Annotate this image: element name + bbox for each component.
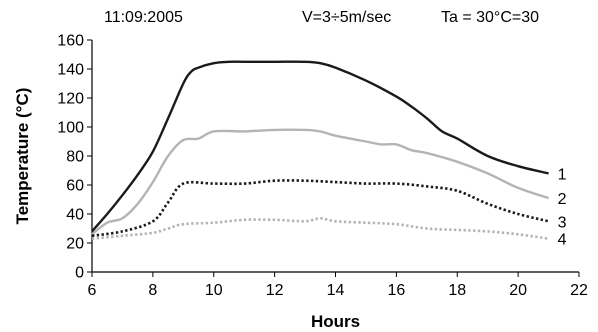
x-tick-label: 20 xyxy=(509,282,527,299)
y-tick-label: 140 xyxy=(57,62,84,79)
x-tick-label: 10 xyxy=(205,282,223,299)
series-label-1: 1 xyxy=(558,166,567,183)
y-tick-label: 60 xyxy=(66,178,84,195)
x-tick-label: 14 xyxy=(327,282,345,299)
y-tick-label: 80 xyxy=(66,149,84,166)
y-tick-label: 100 xyxy=(57,120,84,137)
y-tick-label: 160 xyxy=(57,33,84,50)
ambient-temperature-label: Ta = 30°C=30 xyxy=(441,9,540,26)
x-tick-label: 12 xyxy=(266,282,284,299)
series-label-3: 3 xyxy=(558,214,567,231)
x-tick-label: 16 xyxy=(387,282,405,299)
series-line-2 xyxy=(91,128,549,236)
wind-speed-label: V=3÷5m/sec xyxy=(302,9,392,26)
x-tick-label: 22 xyxy=(570,282,588,299)
series-label-2: 2 xyxy=(558,191,567,208)
x-tick-label: 18 xyxy=(448,282,466,299)
series-layer: 1 2 34 xyxy=(91,60,567,249)
x-tick-label: 8 xyxy=(148,282,157,299)
y-tick-label: 40 xyxy=(66,207,84,224)
series-line-3 xyxy=(91,179,549,238)
y-tick-label: 20 xyxy=(66,236,84,253)
y-tick-label: 0 xyxy=(75,265,84,282)
series-line-1 xyxy=(91,60,549,233)
date-label: 11:09:2005 xyxy=(104,9,183,26)
series-line-4 xyxy=(91,217,549,240)
x-tick-label: 6 xyxy=(88,282,97,299)
y-axis-title: Temperature (°C) xyxy=(13,88,32,225)
x-axis-title: Hours xyxy=(311,312,360,331)
y-tick-label: 120 xyxy=(57,91,84,108)
series-label-4: 4 xyxy=(558,232,567,249)
